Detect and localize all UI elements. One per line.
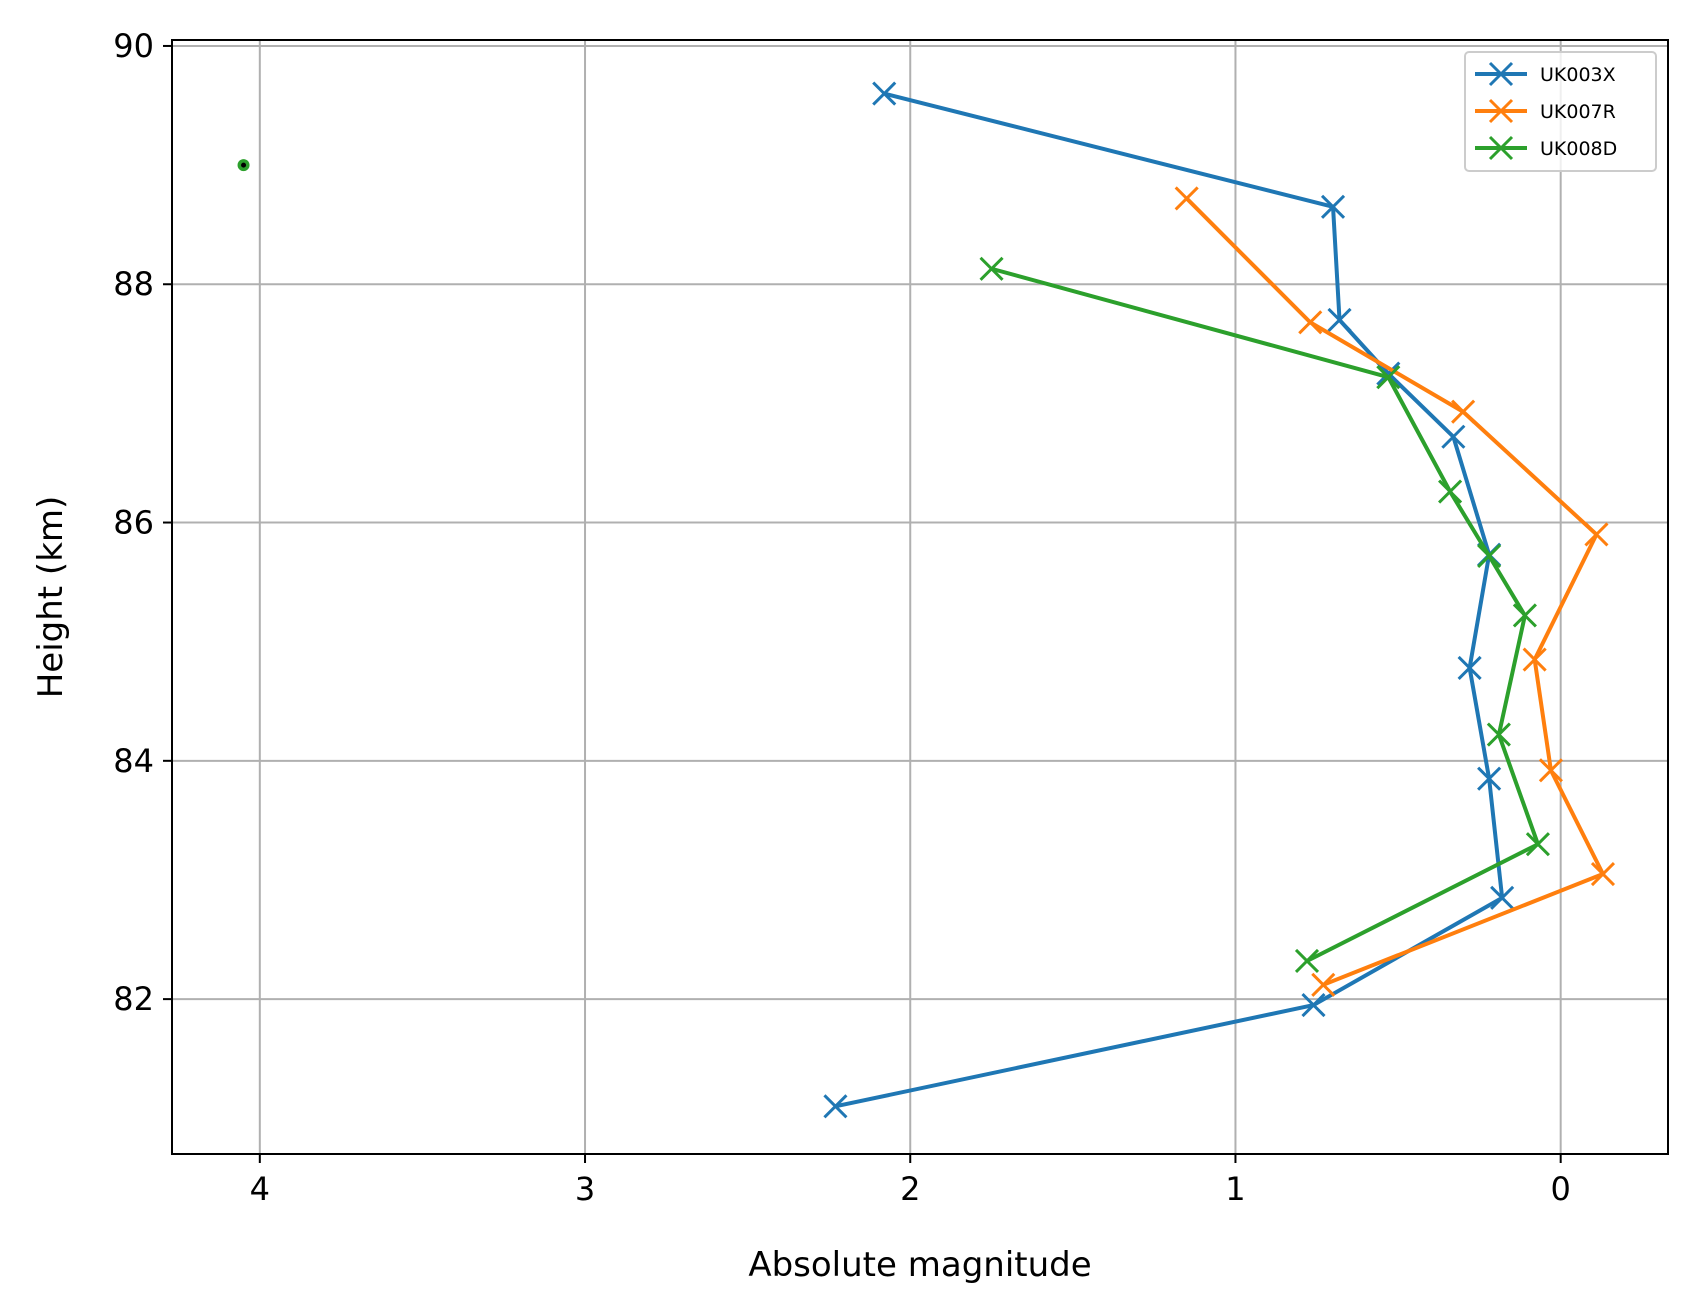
x-marker-stroke: [1488, 135, 1514, 161]
data-point-uk003x: [1301, 993, 1326, 1018]
series-line-uk008d: [991, 266, 1540, 963]
data-point-uk007r: [1174, 186, 1199, 211]
x-marker-stroke: [1301, 993, 1326, 1018]
data-point-uk007r: [1451, 399, 1476, 424]
data-point-uk007r: [1538, 758, 1563, 783]
legend-marker-uk003x: [1488, 61, 1514, 87]
series-group: [237, 81, 1616, 1119]
extra-point-center: [241, 162, 247, 168]
x-tick-label: 3: [575, 1170, 595, 1208]
x-marker-stroke: [1174, 186, 1199, 211]
data-point-uk008d: [1294, 948, 1320, 974]
x-tick-label: 2: [900, 1170, 920, 1208]
x-marker-stroke: [1298, 310, 1323, 335]
x-marker-stroke: [1294, 948, 1320, 974]
data-point-uk008d: [1525, 832, 1550, 857]
data-point-uk003x: [1376, 361, 1401, 386]
data-point-uk007r: [1298, 310, 1323, 335]
legend-marker-uk007r: [1488, 98, 1514, 124]
x-marker-stroke: [1525, 832, 1550, 857]
x-marker-stroke: [1441, 424, 1466, 449]
data-point-uk003x: [1327, 307, 1352, 333]
y-axis-label: Height (km): [31, 496, 71, 699]
x-marker-stroke: [1451, 399, 1476, 424]
x-marker-stroke: [1488, 98, 1514, 124]
data-point-uk003x: [872, 81, 897, 106]
y-tick-label: 90: [113, 27, 154, 65]
data-point-uk007r: [1590, 861, 1616, 887]
data-point-uk007r: [1584, 522, 1609, 547]
x-marker-stroke: [1438, 479, 1463, 504]
x-marker-stroke: [1490, 885, 1515, 910]
x-tick-label: 4: [250, 1170, 270, 1208]
legend-box: [1464, 51, 1657, 172]
series-line-uk007r: [1185, 197, 1605, 987]
x-marker-stroke: [1457, 655, 1482, 680]
x-marker-stroke: [1376, 361, 1401, 386]
x-marker-stroke: [1320, 194, 1346, 219]
x-marker-stroke: [1512, 603, 1537, 628]
x-marker-stroke: [872, 81, 897, 106]
data-point-uk008d: [1486, 722, 1511, 747]
x-marker-stroke: [1590, 861, 1616, 887]
legend-marker-uk008d: [1488, 135, 1514, 161]
x-marker-stroke: [1538, 758, 1563, 783]
data-point-uk008d: [1438, 479, 1463, 504]
data-point-uk008d: [1376, 365, 1401, 390]
x-marker-stroke: [1311, 972, 1336, 997]
data-point-uk007r: [1522, 647, 1547, 672]
legend: UK003X UK007R UK008D: [1464, 51, 1657, 172]
x-marker-stroke: [979, 256, 1004, 281]
grid: [172, 40, 1668, 1154]
ticks: 4 3 2 1 0 82 84 86 88 90: [113, 27, 1571, 1208]
y-tick-label: 86: [113, 504, 154, 542]
plot-frame: [171, 39, 1669, 1155]
legend-label-uk003x: UK003X: [1540, 64, 1616, 86]
x-axis-label: Absolute magnitude: [748, 1245, 1091, 1285]
x-marker-stroke: [1477, 543, 1502, 568]
data-point-uk007r: [1311, 972, 1336, 997]
x-marker-stroke: [823, 1094, 848, 1119]
legend-label-uk008d: UK008D: [1540, 138, 1617, 160]
x-marker-stroke: [1327, 307, 1352, 333]
x-marker-stroke: [1477, 766, 1502, 791]
data-point-uk003x: [1441, 424, 1466, 449]
data-point-uk003x: [1457, 655, 1482, 680]
x-marker-stroke: [1376, 365, 1401, 390]
x-marker-stroke: [1486, 722, 1511, 747]
y-tick-label: 82: [113, 980, 154, 1018]
x-marker-stroke: [1584, 522, 1609, 547]
y-tick-label: 84: [113, 742, 154, 780]
data-point-uk003x: [1477, 766, 1502, 791]
data-point-uk003x: [823, 1094, 848, 1119]
data-point-uk008d: [1477, 543, 1502, 568]
x-marker-stroke: [1522, 647, 1547, 672]
x-marker-stroke: [1488, 61, 1514, 87]
data-point-uk008d: [1512, 603, 1537, 628]
y-tick-label: 88: [113, 265, 154, 303]
legend-label-uk007r: UK007R: [1540, 101, 1616, 123]
data-point-uk008d: [979, 256, 1004, 281]
data-point-uk003x: [1320, 194, 1346, 219]
x-tick-label: 0: [1550, 1170, 1570, 1208]
x-tick-label: 1: [1225, 1170, 1245, 1208]
data-point-uk003x: [1490, 885, 1515, 910]
